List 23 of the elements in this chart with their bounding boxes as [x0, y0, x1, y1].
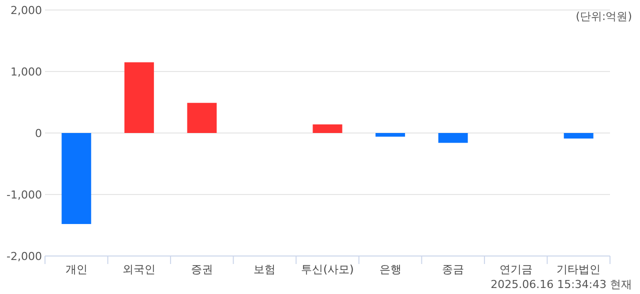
y-tick-label: -1,000	[6, 188, 42, 202]
y-tick-label: 1,000	[10, 66, 42, 78]
x-tick-label: 외국인	[122, 263, 156, 276]
x-tick-label: 보험	[254, 263, 276, 276]
x-tick-label: 종금	[442, 263, 464, 276]
x-tick-label: 은행	[379, 263, 402, 276]
bar	[62, 133, 92, 224]
y-tick-label: -2,000	[6, 250, 42, 263]
x-tick-label: 증권	[190, 263, 213, 276]
annotation: (단위:억원)	[576, 10, 632, 23]
x-tick-label: 연기금	[499, 263, 532, 276]
y-tick-label: 0	[35, 127, 42, 140]
x-tick-label: 기타법인	[556, 263, 601, 276]
x-tick-label: 투신(사모)	[301, 263, 354, 276]
text: 2025.06.16 15:34:43 현재	[490, 278, 632, 291]
bar	[124, 62, 154, 133]
bar	[438, 133, 468, 143]
x-tick-label: 개인	[65, 263, 88, 276]
bar	[564, 133, 594, 139]
bar	[312, 124, 342, 133]
bar	[187, 102, 217, 133]
bar	[376, 133, 406, 137]
y-tick-label: 2,000	[10, 4, 42, 17]
